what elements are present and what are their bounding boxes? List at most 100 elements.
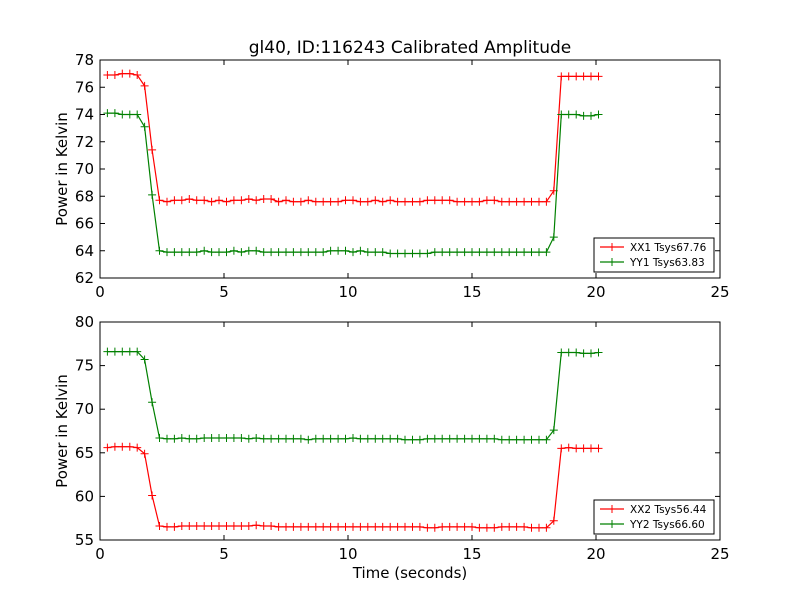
data-point (393, 522, 402, 531)
data-point (296, 248, 305, 257)
legend-marker (608, 520, 616, 528)
data-point (170, 434, 179, 443)
series-1 (103, 69, 603, 206)
data-point (229, 246, 238, 255)
data-point (304, 522, 313, 531)
data-point (326, 197, 335, 206)
data-point (170, 248, 179, 257)
x-tick-label: 0 (95, 283, 105, 301)
data-point (408, 435, 417, 444)
data-point (259, 248, 268, 257)
data-point (185, 522, 194, 530)
data-point (222, 434, 231, 442)
data-point (356, 434, 365, 443)
y-axis-label: Power in Kelvin (53, 112, 71, 226)
data-point (118, 110, 127, 119)
data-point (557, 348, 566, 357)
data-point (594, 444, 603, 453)
data-point (192, 248, 201, 257)
data-point (401, 522, 409, 531)
data-point (482, 434, 491, 443)
data-point (549, 516, 558, 525)
data-point (460, 197, 469, 206)
data-point (110, 442, 119, 451)
data-point (215, 434, 223, 442)
data-point (148, 145, 157, 154)
data-point (259, 434, 268, 443)
x-tick-label: 10 (338, 545, 357, 563)
y-tick-label: 76 (75, 78, 94, 96)
data-point (572, 72, 581, 81)
data-point (468, 434, 476, 443)
data-point (289, 197, 298, 206)
data-point (244, 522, 253, 530)
data-point (274, 434, 283, 443)
data-point (542, 435, 551, 444)
data-point (125, 110, 134, 119)
y-tick-label: 70 (75, 400, 94, 418)
data-point (319, 522, 328, 531)
data-point (430, 196, 439, 205)
data-point (378, 434, 387, 443)
data-point (535, 435, 543, 444)
data-point (192, 434, 201, 443)
legend-marker (608, 258, 616, 266)
data-point (341, 522, 350, 531)
data-point (468, 522, 476, 531)
data-point (133, 347, 142, 356)
data-point (304, 435, 313, 444)
legend: XX2 Tsys56.44 YY2 Tsys66.60 (593, 499, 715, 535)
data-point (319, 197, 328, 206)
y-tick-label: 78 (75, 51, 94, 69)
data-point (535, 248, 543, 257)
data-point (423, 196, 432, 205)
data-point (155, 196, 164, 205)
data-point (118, 69, 127, 78)
legend: XX1 Tsys67.76 YY1 Tsys63.83 (593, 237, 715, 273)
data-point (103, 109, 112, 118)
data-point (334, 197, 343, 206)
y-tick-label: 75 (75, 357, 94, 375)
data-point (244, 434, 253, 443)
data-point (371, 196, 380, 205)
data-point (542, 248, 551, 257)
data-point (207, 522, 216, 530)
data-point (200, 246, 209, 255)
y-tick-label: 74 (75, 106, 94, 124)
data-point (557, 444, 566, 453)
data-point (408, 522, 417, 531)
data-point (326, 522, 335, 531)
data-point (445, 522, 454, 531)
x-tick-label: 25 (710, 545, 729, 563)
y-tick-label: 68 (75, 187, 94, 205)
data-point (520, 248, 529, 257)
data-point (222, 522, 231, 530)
data-point (445, 434, 454, 443)
top-plot-panel: 0 5 10 15 20 25 62 64 66 68 70 72 74 76 78 Power in Kel… (53, 51, 730, 301)
data-point (378, 248, 387, 257)
data-point (438, 196, 447, 205)
data-point (475, 523, 484, 532)
data-point (482, 196, 491, 205)
data-point (557, 72, 566, 81)
data-point (207, 197, 216, 206)
y-tick-label: 66 (75, 215, 94, 233)
data-point (274, 522, 283, 531)
data-point (587, 111, 595, 120)
data-point (505, 248, 514, 257)
data-point (482, 248, 491, 257)
data-point (356, 246, 365, 255)
data-point (148, 190, 157, 199)
data-point (334, 434, 343, 443)
data-point (133, 71, 142, 79)
data-point (378, 522, 387, 531)
data-point (415, 197, 424, 206)
data-point (460, 522, 469, 531)
data-point (527, 523, 536, 532)
legend-label: YY2 Tsys66.60 (629, 519, 705, 531)
series-3 (103, 442, 603, 532)
data-point (564, 348, 573, 357)
data-point (542, 523, 551, 532)
data-point (438, 248, 447, 257)
data-point (512, 197, 521, 206)
